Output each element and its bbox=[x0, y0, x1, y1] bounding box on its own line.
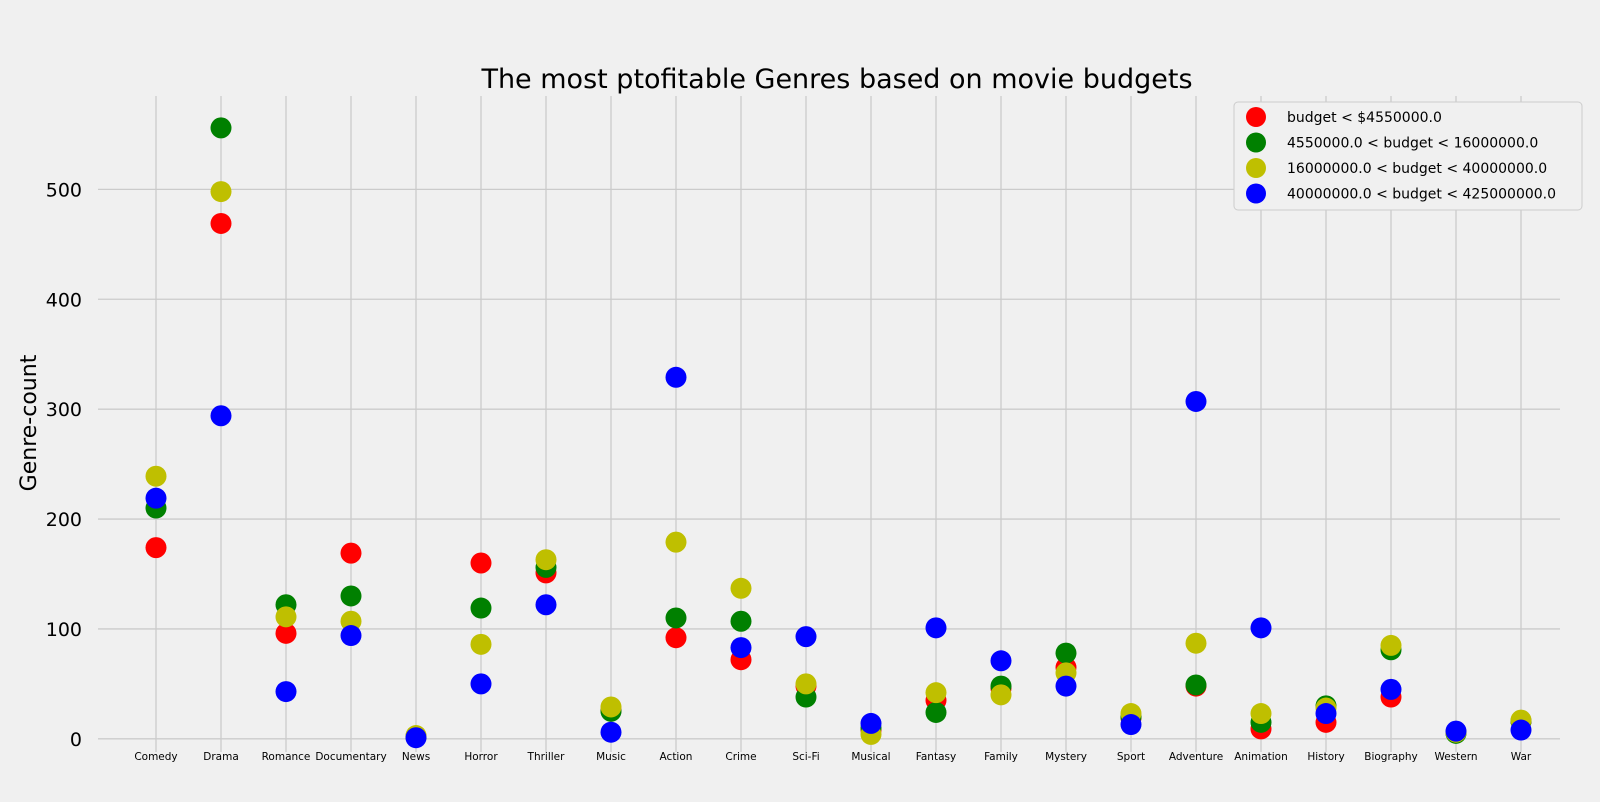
data-point bbox=[275, 622, 297, 644]
data-point bbox=[1055, 642, 1077, 664]
chart-title: The most ptofitable Genres based on movi… bbox=[480, 64, 1192, 95]
x-tick-label: War bbox=[1511, 751, 1532, 763]
legend-label: 40000000.0 < budget < 425000000.0 bbox=[1287, 187, 1556, 203]
data-point bbox=[470, 597, 492, 619]
data-point bbox=[795, 626, 817, 648]
data-points bbox=[145, 117, 1532, 749]
data-point bbox=[340, 542, 362, 564]
data-point bbox=[275, 681, 297, 703]
data-point bbox=[470, 673, 492, 695]
x-tick-label: Drama bbox=[203, 751, 239, 763]
data-point bbox=[275, 606, 297, 628]
y-tick-label: 0 bbox=[70, 729, 82, 751]
x-tick-label: Musical bbox=[851, 751, 890, 763]
x-tick-label: Comedy bbox=[134, 751, 177, 763]
x-tick-label: Biography bbox=[1364, 751, 1418, 763]
data-point bbox=[210, 181, 232, 203]
x-tick-label: Music bbox=[596, 751, 626, 763]
x-tick-label: Sci-Fi bbox=[792, 751, 819, 763]
legend-label: 4550000.0 < budget < 16000000.0 bbox=[1287, 136, 1538, 152]
legend-marker bbox=[1246, 158, 1266, 178]
data-point bbox=[795, 673, 817, 695]
data-point bbox=[1185, 674, 1207, 696]
data-point bbox=[1380, 678, 1402, 700]
x-tick-label: News bbox=[402, 751, 430, 763]
legend-marker bbox=[1246, 183, 1266, 204]
data-point bbox=[1185, 632, 1207, 654]
data-point bbox=[925, 617, 947, 639]
data-point bbox=[1510, 719, 1532, 741]
legend-label: 16000000.0 < budget < 40000000.0 bbox=[1287, 161, 1547, 177]
data-point bbox=[665, 627, 687, 649]
data-point bbox=[925, 701, 947, 723]
data-point bbox=[990, 684, 1012, 706]
data-point bbox=[210, 117, 232, 139]
data-point bbox=[1185, 390, 1207, 412]
data-point bbox=[600, 696, 622, 718]
data-point bbox=[730, 610, 752, 632]
data-point bbox=[405, 727, 427, 749]
legend-marker bbox=[1246, 107, 1266, 127]
data-point bbox=[860, 712, 882, 734]
data-point bbox=[145, 465, 167, 487]
legend-label: budget < $4550000.0 bbox=[1287, 110, 1442, 126]
x-tick-label: Fantasy bbox=[916, 751, 956, 763]
data-point bbox=[600, 721, 622, 743]
x-tick-label: Adventure bbox=[1169, 751, 1223, 763]
data-point bbox=[1250, 617, 1272, 639]
x-axis-ticks: Comedy Drama Romance Documentary News Horror T… bbox=[134, 751, 1532, 763]
data-point bbox=[1120, 714, 1142, 736]
x-tick-label: Mystery bbox=[1045, 751, 1087, 763]
y-tick-label: 400 bbox=[46, 289, 82, 311]
data-point bbox=[1055, 675, 1077, 697]
data-point bbox=[470, 633, 492, 655]
x-tick-label: Family bbox=[984, 751, 1018, 763]
legend-marker bbox=[1246, 132, 1266, 153]
legend-box bbox=[1233, 101, 1583, 211]
legend: budget < $4550000.0 4550000.0 < budget < … bbox=[1233, 101, 1583, 211]
data-point bbox=[730, 577, 752, 599]
y-axis-label: Genre-count bbox=[17, 354, 42, 491]
data-point bbox=[665, 531, 687, 553]
data-point bbox=[145, 537, 167, 559]
data-point bbox=[535, 549, 557, 571]
data-point bbox=[210, 212, 232, 234]
y-tick-label: 200 bbox=[46, 509, 82, 531]
data-point bbox=[1380, 634, 1402, 656]
data-point bbox=[730, 637, 752, 659]
x-tick-label: History bbox=[1307, 751, 1344, 763]
data-point bbox=[340, 585, 362, 607]
x-tick-label: Action bbox=[660, 751, 693, 763]
x-tick-label: Sport bbox=[1117, 751, 1145, 763]
data-point bbox=[1250, 703, 1272, 725]
data-point bbox=[1445, 720, 1467, 742]
data-point bbox=[925, 682, 947, 704]
x-tick-label: Horror bbox=[464, 751, 498, 763]
data-point bbox=[665, 607, 687, 629]
data-point bbox=[145, 487, 167, 509]
data-point bbox=[665, 366, 687, 388]
data-point bbox=[210, 405, 232, 427]
data-point bbox=[990, 650, 1012, 672]
x-tick-label: Documentary bbox=[315, 751, 386, 763]
data-point bbox=[1315, 703, 1337, 725]
y-tick-label: 100 bbox=[46, 619, 82, 641]
data-point bbox=[340, 625, 362, 647]
x-tick-label: Western bbox=[1434, 751, 1477, 763]
data-point bbox=[470, 552, 492, 574]
y-tick-label: 500 bbox=[46, 179, 82, 201]
x-tick-label: Thriller bbox=[527, 751, 566, 763]
data-point bbox=[535, 594, 557, 616]
y-tick-label: 300 bbox=[46, 399, 82, 421]
x-tick-label: Crime bbox=[725, 751, 756, 763]
x-tick-label: Animation bbox=[1234, 751, 1288, 763]
y-axis-ticks: 0 100 200 300 400 500 bbox=[46, 179, 82, 750]
x-tick-label: Romance bbox=[262, 751, 311, 763]
